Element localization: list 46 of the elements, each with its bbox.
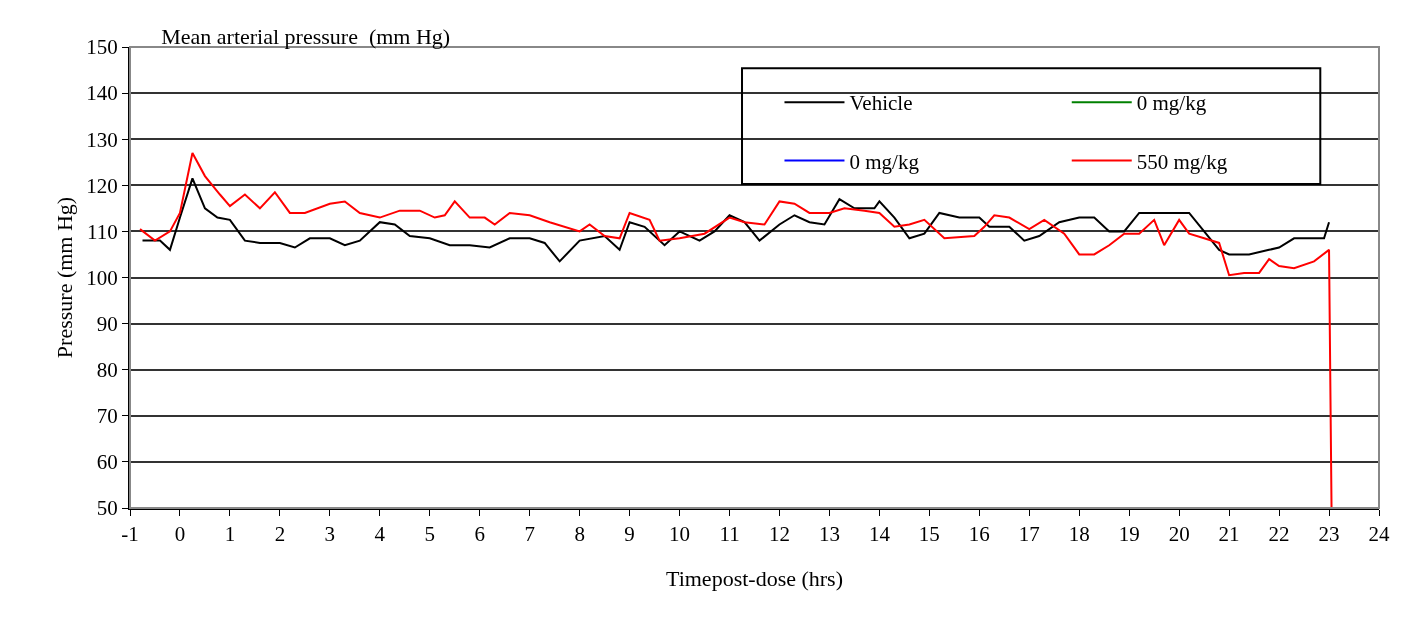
x-tick-label: 23 [1318,522,1340,547]
x-tick-label: 21 [1218,522,1240,547]
x-tick-label: 8 [574,522,585,547]
legend-label: 550 mg/kg [1136,149,1228,174]
x-tick-label: 15 [918,522,940,547]
x-tick-label: 9 [624,522,635,547]
line-series [141,177,1331,263]
x-tick-label: 20 [1168,522,1190,547]
x-tick-label: 4 [374,522,386,547]
x-tick-label: 13 [818,522,840,547]
x-tick-label: 6 [474,522,485,547]
x-tick-label: 24 [1368,522,1390,547]
x-axis-title: Timepost-dose (hrs) [665,565,844,591]
y-tick-label: 150 [86,35,118,60]
chart-title: Mean arterial pressure (mm Hg) [161,23,451,49]
x-tick-label: 2 [274,522,286,547]
y-axis-title: Pressure (mm Hg) [51,196,77,359]
legend-label: 0 mg/kg [1136,91,1207,116]
y-tick-label: 50 [96,496,118,521]
legend-label: 0 mg/kg [849,149,920,174]
y-tick-label: 120 [86,173,118,198]
x-tick-label: 18 [1068,522,1090,547]
x-tick-label: 11 [719,522,740,547]
x-tick-label: 0 [174,522,186,547]
y-tick-label: 60 [96,450,118,475]
legend-label: Vehicle [849,91,913,116]
x-tick-label: 16 [968,522,990,547]
line-series [138,152,1333,508]
y-tick-label: 110 [87,219,118,244]
x-tick-label: 17 [1018,522,1040,547]
x-tick-label: 19 [1118,522,1140,547]
x-tick-label: 22 [1268,522,1290,547]
y-tick-label: 70 [96,404,118,429]
x-tick-label: -1 [121,522,139,547]
x-tick-label: 14 [868,522,891,547]
x-tick-label: 10 [669,522,691,547]
x-tick-label: 1 [224,522,236,547]
x-tick-label: 3 [324,522,336,547]
x-tick-label: 5 [424,522,436,547]
y-tick-label: 80 [96,358,118,383]
x-tick-label: 12 [768,522,790,547]
y-tick-label: 140 [86,81,118,106]
y-tick-label: 100 [86,265,118,290]
x-tick-label: 7 [524,522,535,547]
y-tick-label: 90 [96,311,118,336]
y-tick-label: 130 [86,127,118,152]
